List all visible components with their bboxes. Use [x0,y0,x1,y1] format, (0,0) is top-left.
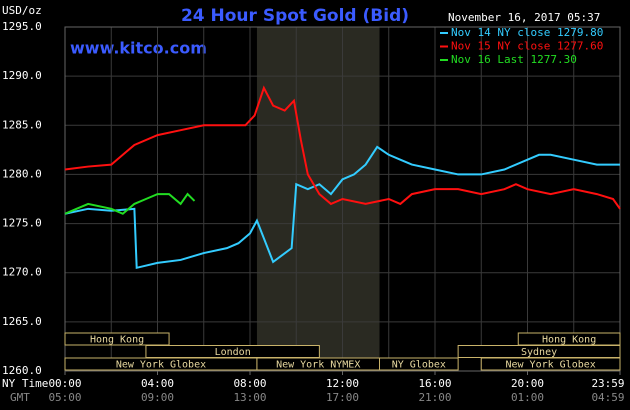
x-tick-label: 04:00 [141,377,174,390]
session-label: Hong Kong [90,335,144,346]
legend-label: Nov 16 Last 1277.30 [451,53,577,66]
legend-label: Nov 15 NY close 1277.60 [451,40,603,53]
session-bar [379,357,459,371]
legend-label: Nov 14 NY close 1279.80 [451,26,603,39]
gmt-label: 17:00 [326,391,359,404]
row-label: NY Time [2,377,48,390]
y-tick-label: 1290.0 [2,69,42,82]
x-tick-label: 08:00 [233,377,266,390]
session-label: New York NYMEX [276,360,360,371]
shaded-region [256,27,380,371]
x-tick-label: 12:00 [326,377,359,390]
gmt-label: 04:59 [591,391,624,404]
chart-title: 24 Hour Spot Gold (Bid) [181,6,409,26]
y-tick-label: 1295.0 [2,20,42,33]
row-label: GMT [10,391,30,404]
series-line [64,145,620,270]
series-line [64,85,621,210]
timestamp: November 16, 2017 05:37 [448,11,600,24]
gmt-label: 09:00 [141,391,174,404]
session-label: NY Globex [392,360,446,371]
gmt-label: 01:00 [511,391,544,404]
x-tick-label: 16:00 [418,377,451,390]
y-tick-label: 1270.0 [2,266,42,279]
gmt-label: 05:00 [48,391,81,404]
y-tick-label: 1265.0 [2,315,42,328]
gmt-label: 13:00 [233,391,266,404]
session-label: Hong Kong [542,335,596,346]
x-tick-label: 20:00 [511,377,544,390]
session-label: Sydney [521,347,557,358]
y-tick-label: 1260.0 [2,364,42,377]
session-label: New York Globex [505,360,595,371]
series-line [64,192,196,215]
x-tick-label: 23:59 [591,377,624,390]
y-axis-label: USD/oz [2,4,42,17]
y-tick-label: 1285.0 [2,118,42,131]
site-name: www.kitco.com [70,39,207,58]
y-tick-label: 1280.0 [2,167,42,180]
y-tick-label: 1275.0 [2,217,42,230]
session-bar [64,332,170,346]
session-bar [480,357,621,371]
session-label: London [215,347,251,358]
gmt-label: 21:00 [418,391,451,404]
session-label: New York Globex [116,360,206,371]
x-tick-label: 00:00 [48,377,81,390]
